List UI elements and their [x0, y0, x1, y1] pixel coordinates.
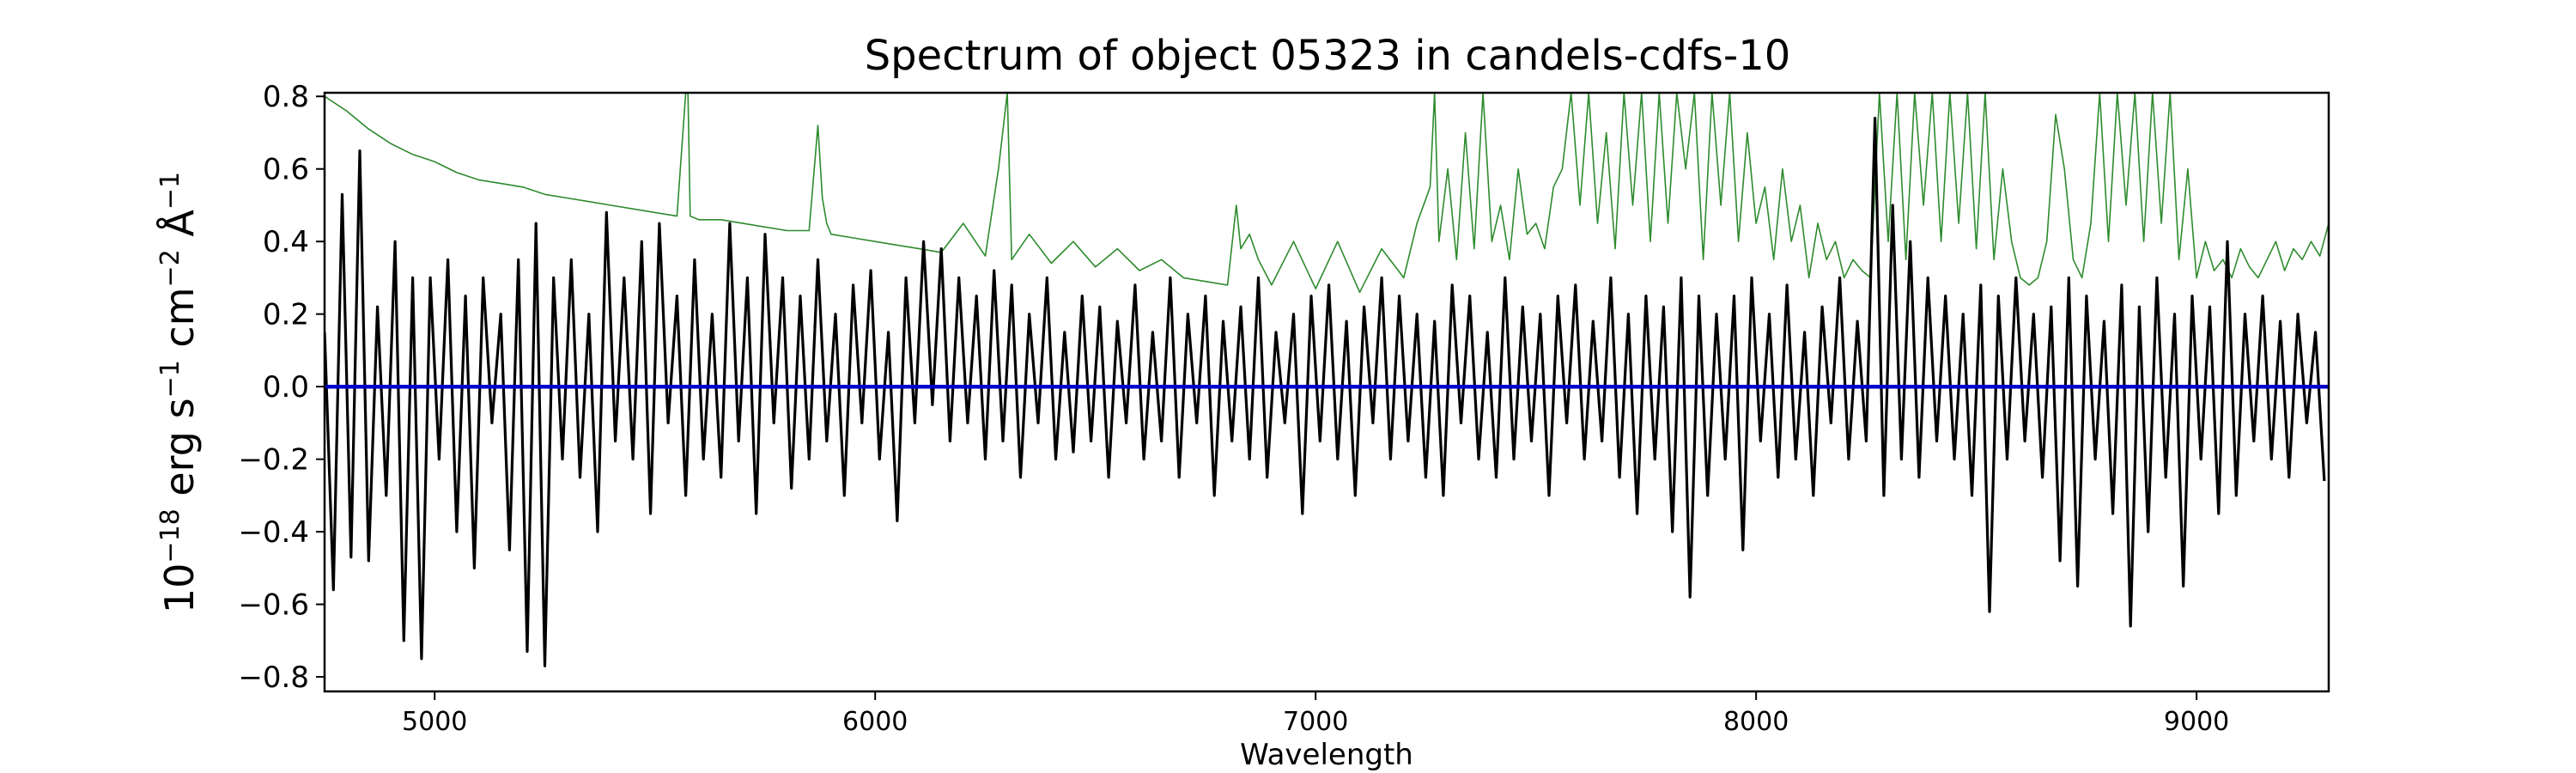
- y-tick-label: 0.4: [263, 225, 309, 259]
- x-tick-label: 5000: [402, 707, 467, 737]
- y-tick-label: 0.0: [263, 370, 309, 405]
- y-tick-label: 0.8: [263, 80, 309, 114]
- plot-frame: [323, 91, 2330, 693]
- series-line-error: [325, 93, 2329, 294]
- series-layer: [325, 93, 2329, 668]
- x-tick-label: 8000: [1723, 707, 1789, 737]
- y-tick-label: 0.6: [263, 153, 309, 187]
- y-axis-ticks: −0.8 −0.6 −0.4 −0.2 0.0 0.2 0.4 0.6 0.8: [238, 80, 325, 695]
- y-tick-label: −0.8: [238, 660, 309, 695]
- y-label-base: 10: [156, 563, 203, 614]
- y-tick-label: −0.2: [238, 443, 309, 478]
- series-line-flux: [325, 117, 2326, 668]
- y-axis-label: 10−18 erg s−1 cm−2 Å−1: [155, 172, 204, 613]
- plot-area: [323, 91, 2330, 693]
- y-label-unit1-exp: −1: [155, 360, 185, 398]
- y-label-unit2: cm: [156, 287, 203, 360]
- chart-title: Spectrum of object 05323 in candels-cdfs…: [865, 32, 1791, 80]
- y-label-unit2-exp: −2: [155, 249, 185, 287]
- y-label-unit3: Å: [156, 210, 203, 250]
- y-tick-label: −0.4: [238, 515, 309, 550]
- y-label-unit1: erg s: [156, 398, 203, 508]
- y-tick-label: 0.2: [263, 298, 309, 332]
- y-tick-label: −0.6: [238, 588, 309, 623]
- y-label-base-exp: −18: [155, 508, 185, 563]
- x-axis-ticks: 5000 6000 7000 8000 9000: [402, 691, 2229, 737]
- y-label-unit3-exp: −1: [155, 172, 185, 210]
- x-tick-label: 7000: [1283, 707, 1348, 737]
- x-axis-label: Wavelength: [1240, 738, 1413, 772]
- x-tick-label: 6000: [842, 707, 908, 737]
- x-tick-label: 9000: [2164, 707, 2229, 737]
